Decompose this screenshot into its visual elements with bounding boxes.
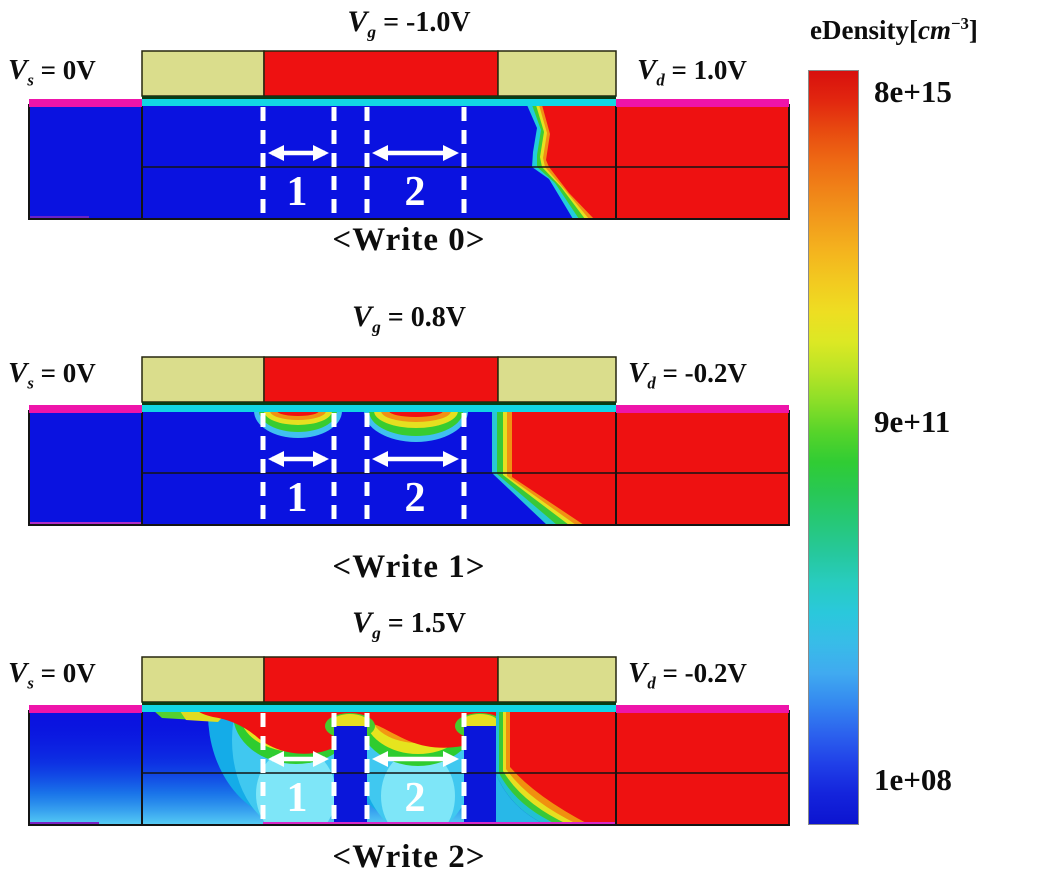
storage-pillar-2	[464, 726, 498, 825]
colorbar-tick-max: 8e+15	[874, 74, 952, 109]
junction-line-left	[29, 99, 142, 107]
channel-inversion-layers	[154, 711, 518, 825]
spacer-left	[141, 50, 265, 97]
storage-region-dividers	[260, 413, 467, 525]
gate-oxide-layer	[142, 402, 616, 412]
source-voltage-label-write-2: Vs = 0V	[8, 657, 96, 693]
gate-voltage-label-write-0: Vg = -1.0V	[347, 5, 471, 42]
gate-oxide-layer	[142, 96, 616, 106]
spacer-right	[497, 356, 617, 403]
junction-line-left	[29, 405, 142, 413]
edensity-map	[29, 105, 789, 219]
source-voltage-label-write-0: Vs = 0V	[8, 54, 96, 90]
region-2-width-arrow	[372, 145, 459, 161]
storage-region-dividers	[260, 713, 467, 825]
source-voltage-label-write-1: Vs = 0V	[8, 357, 96, 393]
drain-voltage-label-write-0: Vd = 1.0V	[637, 54, 747, 90]
region-2-label: 2	[405, 169, 426, 215]
colorbar-title: eDensity[cm−3]	[810, 14, 978, 45]
spacer-left	[141, 656, 265, 703]
colorbar-tick-min: 1e+08	[874, 762, 952, 797]
gate-stack	[141, 50, 617, 97]
device-cross-section-write-0: 1 2	[28, 50, 790, 220]
gate-electrode	[263, 356, 499, 403]
edensity-map	[29, 411, 789, 525]
gate-electrode	[263, 656, 499, 703]
gate-stack	[141, 356, 617, 403]
region-2-width-arrow	[372, 451, 459, 467]
spacer-left	[141, 356, 265, 403]
region-1-width-arrow	[268, 145, 329, 161]
junction-line	[29, 705, 789, 713]
junction-line	[29, 99, 789, 107]
gate-voltage-label-write-2: Vg = 1.5V	[352, 606, 466, 643]
region-1-label: 1	[287, 169, 308, 215]
junction-line-left	[29, 705, 142, 713]
channel-electron-pockets	[254, 411, 468, 442]
gate-voltage-symbol: V	[347, 5, 368, 38]
spacer-right	[497, 50, 617, 97]
panel-caption-write-2: <Write 2>	[332, 839, 486, 875]
spacer-right	[497, 656, 617, 703]
region-1-label: 1	[287, 475, 308, 521]
drain-voltage-label-write-2: Vd = -0.2V	[628, 657, 747, 693]
junction-line-right	[616, 405, 789, 413]
gate-voltage-label-write-1: Vg = 0.8V	[352, 300, 466, 337]
region-1-width-arrow	[268, 751, 329, 767]
edensity-map	[29, 711, 789, 825]
device-cross-section-write-2: 1 2	[28, 656, 790, 826]
region-1-width-arrow	[268, 451, 329, 467]
panel-caption-write-1: <Write 1>	[332, 549, 486, 585]
device-cross-section-write-1: 1 2	[28, 356, 790, 526]
region-2-label: 2	[405, 475, 426, 521]
junction-line-right	[616, 99, 789, 107]
panel-caption-write-0: <Write 0>	[332, 222, 486, 258]
region-2-width-arrow	[372, 751, 459, 767]
gate-oxide-layer	[142, 702, 616, 712]
region-2-label: 2	[405, 775, 426, 821]
gate-stack	[141, 656, 617, 703]
storage-region-dividers	[260, 107, 467, 219]
storage-pillar-1	[334, 726, 367, 825]
drain-voltage-label-write-1: Vd = -0.2V	[628, 357, 747, 393]
gate-electrode	[263, 50, 499, 97]
junction-line-right	[616, 705, 789, 713]
junction-line	[29, 405, 789, 413]
region-1-label: 1	[287, 775, 308, 821]
colorbar-tick-mid: 9e+11	[874, 404, 951, 439]
colorbar-gradient	[808, 70, 859, 825]
